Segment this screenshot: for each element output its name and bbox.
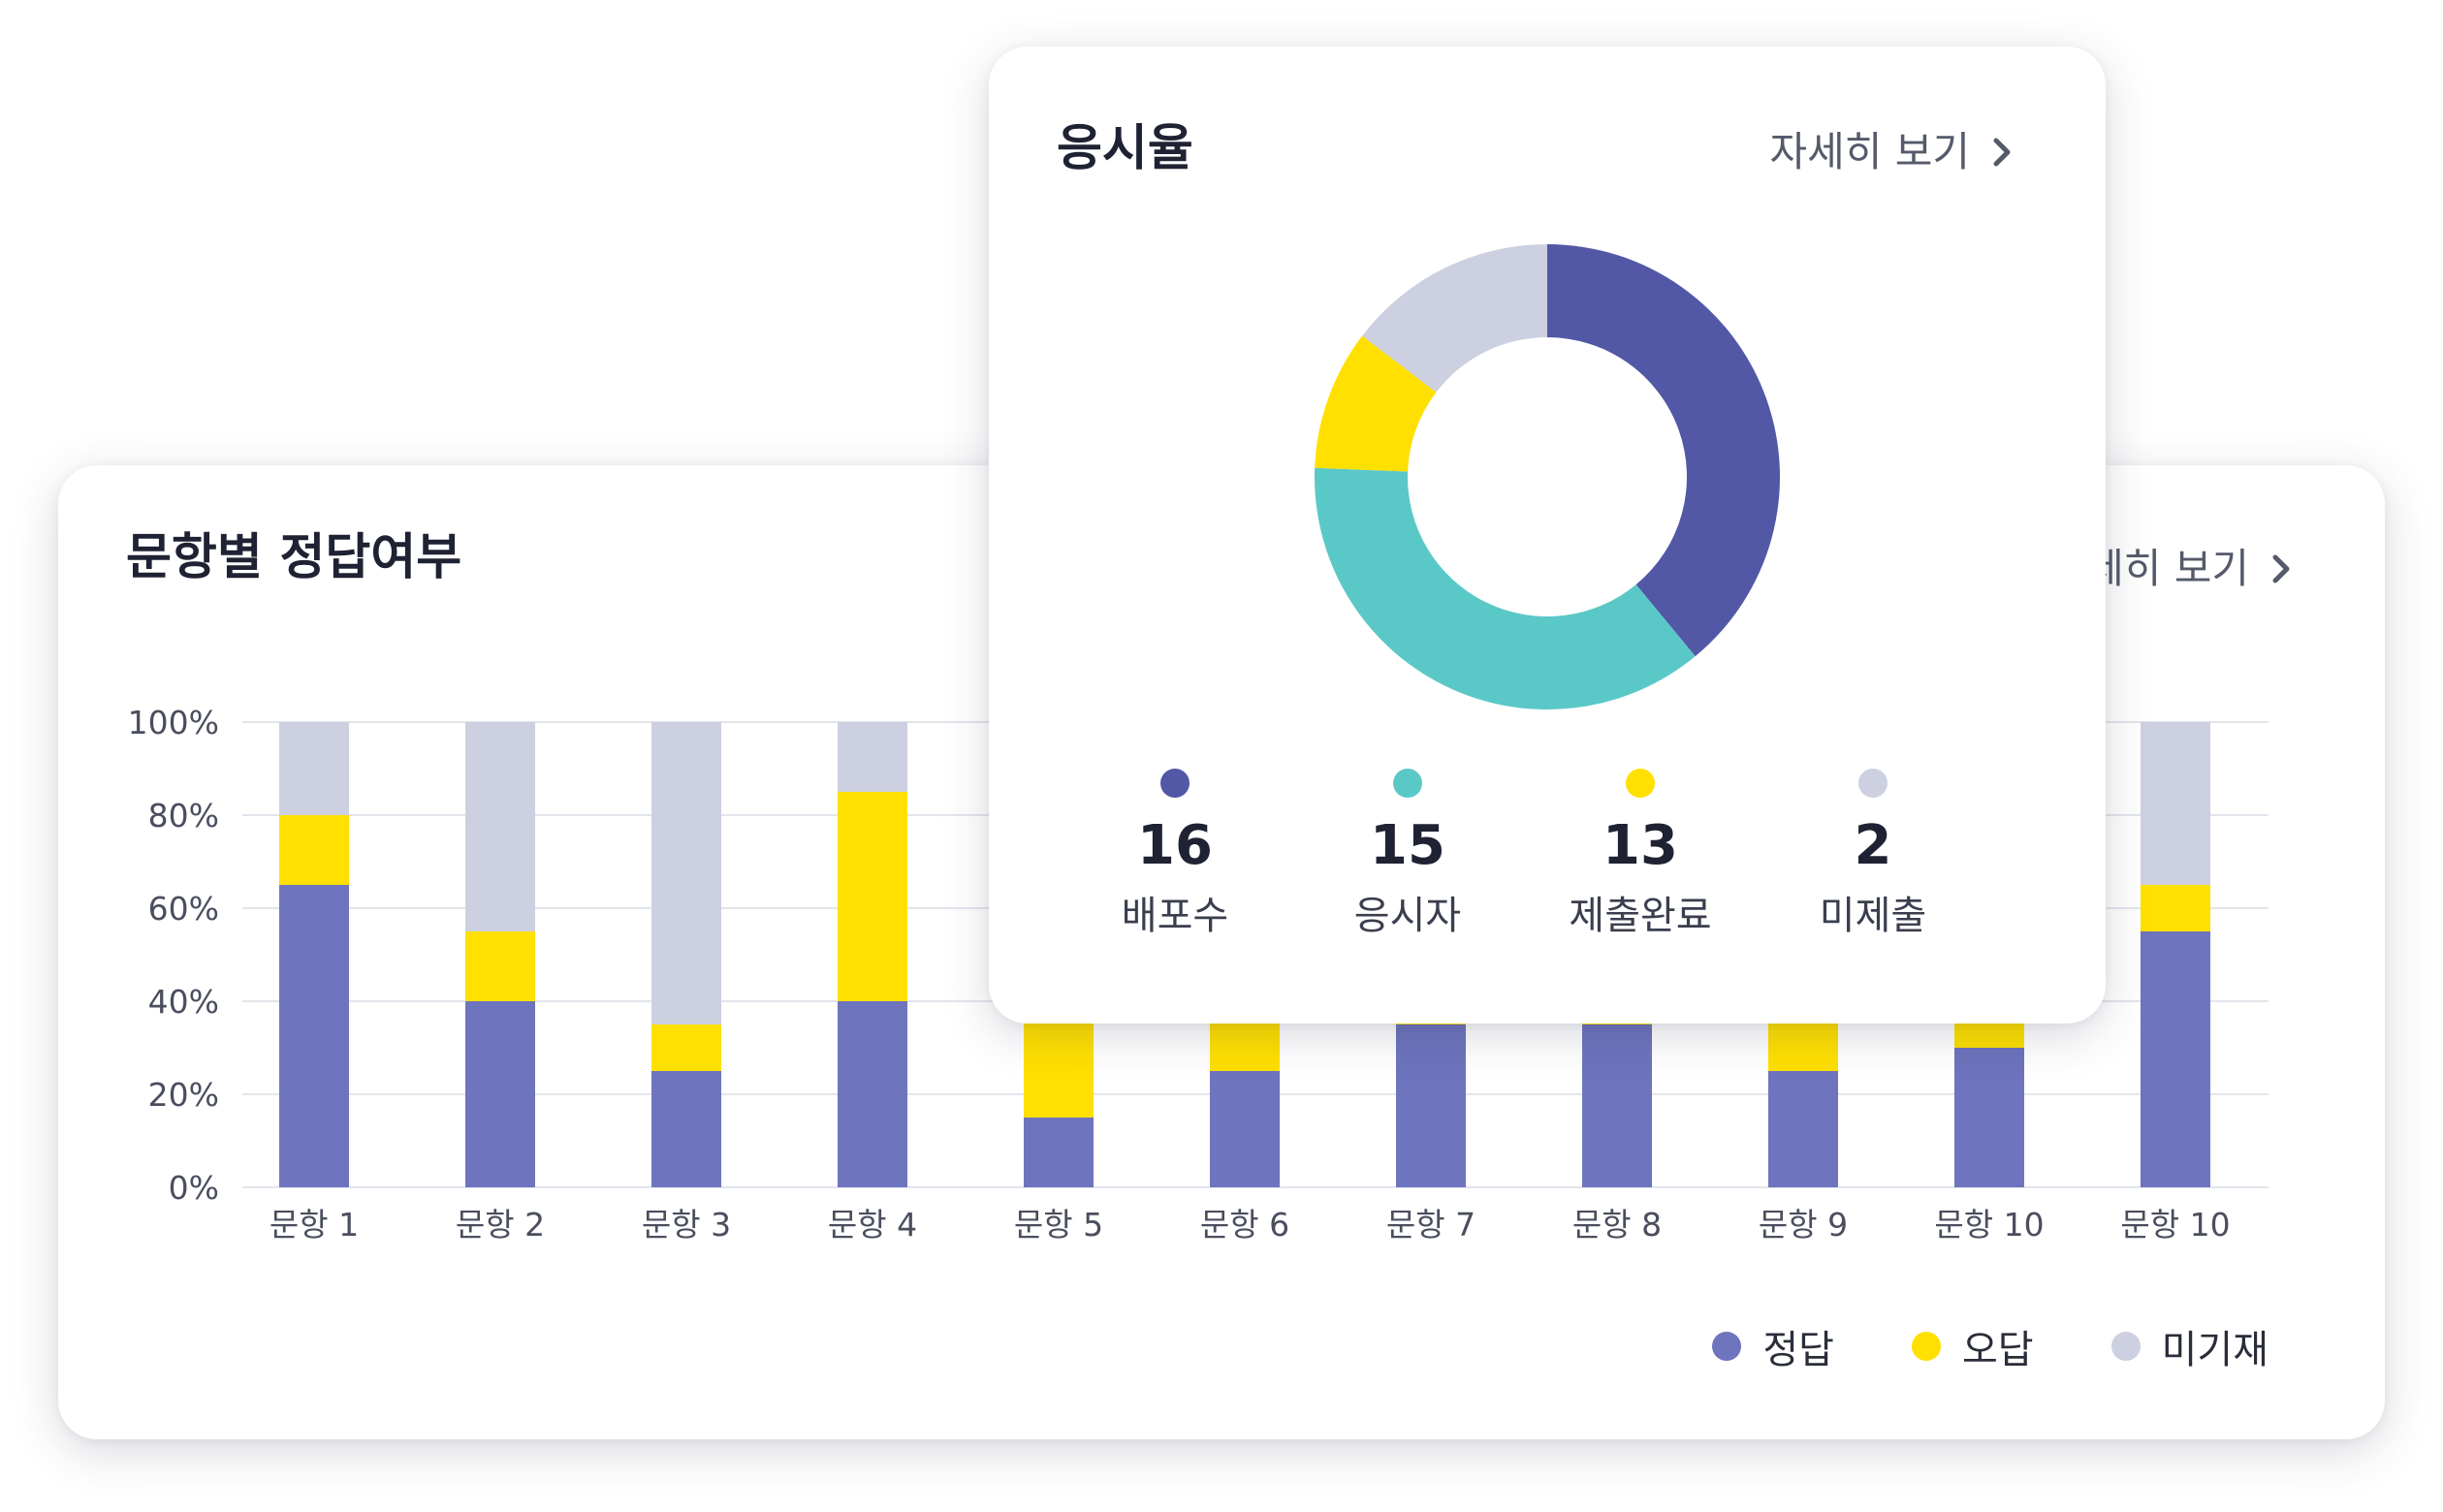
legend-label-correct: 정답 xyxy=(1762,1328,1834,1372)
bar-segment xyxy=(1954,1048,2024,1187)
legend-dot-correct xyxy=(1712,1332,1742,1361)
stat-dot-not-submitted xyxy=(1858,769,1888,798)
bar-segment xyxy=(2141,722,2210,885)
bar-segment xyxy=(1024,1118,1094,1187)
x-tick-label: 문항 2 xyxy=(456,1206,545,1244)
bar-segment xyxy=(279,815,349,885)
stat-value-submitted: 13 xyxy=(1602,814,1678,877)
donut-card-more-label: 자세히 보기 xyxy=(1769,128,1970,175)
stat-label-participants: 응시자 xyxy=(1353,894,1462,938)
stat-not-submitted: 2 미제출 xyxy=(1757,769,1989,935)
bar-segment xyxy=(651,1024,721,1071)
legend-dot-unanswered xyxy=(2110,1332,2141,1361)
stat-dot-participants xyxy=(1393,769,1422,798)
y-tick-label: 20% xyxy=(148,1076,219,1114)
bar-segment xyxy=(1768,1071,1838,1187)
chevron-right-icon xyxy=(1993,138,2011,167)
legend-dot-wrong xyxy=(1911,1332,1941,1361)
x-tick-label: 문항 4 xyxy=(828,1206,917,1244)
bar-segment xyxy=(2141,931,2210,1187)
stat-participants: 15 응시자 xyxy=(1291,769,1524,935)
legend-label-wrong: 오답 xyxy=(1961,1328,2034,1372)
y-tick-label: 80% xyxy=(148,797,219,835)
legend-item-correct: 정답 xyxy=(1712,1318,1834,1374)
legend-label-unanswered: 미기재 xyxy=(2161,1328,2268,1372)
bar-segment xyxy=(2141,885,2210,931)
legend-item-wrong: 오답 xyxy=(1911,1318,2034,1374)
bar-segment xyxy=(838,792,907,1001)
stat-submitted: 13 제출완료 xyxy=(1524,769,1757,935)
bar-segment xyxy=(465,1001,535,1187)
donut-slice xyxy=(1362,244,1547,393)
bar-segment xyxy=(651,722,721,1024)
donut-slice xyxy=(1315,467,1696,709)
x-tick-label: 문항 10 xyxy=(1934,1206,2044,1244)
bar-segment xyxy=(1210,1071,1280,1187)
x-tick-label: 문항 10 xyxy=(2120,1206,2230,1244)
y-tick-label: 60% xyxy=(148,890,219,928)
x-tick-label: 문항 6 xyxy=(1200,1206,1289,1244)
bar-chart-legend: 정답 오답 미기재 xyxy=(1712,1318,2268,1374)
stat-value-distributed: 16 xyxy=(1137,814,1213,877)
bar-segment xyxy=(838,1001,907,1187)
x-tick-label: 문항 3 xyxy=(642,1206,731,1244)
stat-dot-submitted xyxy=(1626,769,1655,798)
x-tick-label: 문항 9 xyxy=(1759,1206,1848,1244)
donut-slice xyxy=(1547,244,1781,657)
bar-segment xyxy=(279,722,349,815)
bar-segment xyxy=(651,1071,721,1187)
x-tick-label: 문항 1 xyxy=(270,1206,359,1244)
x-tick-label: 문항 7 xyxy=(1386,1206,1475,1244)
stat-value-participants: 15 xyxy=(1370,814,1445,877)
x-tick-label: 문항 8 xyxy=(1572,1206,1662,1244)
donut-card-title: 응시율 xyxy=(1057,120,1193,177)
legend-item-unanswered: 미기재 xyxy=(2110,1318,2268,1374)
bar-segment xyxy=(279,885,349,1187)
participation-stats: 16 배포수 15 응시자 13 제출완료 2 미제출 xyxy=(989,769,2106,1001)
stat-label-submitted: 제출완료 xyxy=(1569,894,1712,938)
participation-rate-card: 응시율 자세히 보기 16 배포수 15 응시자 13 제출완료 2 미제출 xyxy=(989,47,2106,1024)
bar-segment xyxy=(465,931,535,1001)
y-tick-label: 40% xyxy=(148,983,219,1021)
y-tick-label: 100% xyxy=(128,704,219,741)
x-tick-label: 문항 5 xyxy=(1014,1206,1103,1244)
bar-segment xyxy=(1396,1024,1466,1187)
chevron-right-icon xyxy=(2272,554,2290,583)
bar-segment xyxy=(1582,1024,1652,1187)
bar-segment xyxy=(465,722,535,931)
donut-chart xyxy=(1315,244,1781,709)
stat-label-not-submitted: 미제출 xyxy=(1819,894,1927,938)
stat-distributed: 16 배포수 xyxy=(1059,769,1291,935)
bar-segment xyxy=(838,722,907,792)
y-tick-label: 0% xyxy=(169,1169,219,1207)
stat-dot-distributed xyxy=(1160,769,1190,798)
bar-card-title: 문항별 정답여부 xyxy=(126,529,462,586)
stat-value-not-submitted: 2 xyxy=(1854,814,1892,877)
donut-slice xyxy=(1315,335,1437,472)
stat-label-distributed: 배포수 xyxy=(1121,894,1229,938)
donut-card-more-link[interactable]: 자세히 보기 xyxy=(1769,132,2018,173)
